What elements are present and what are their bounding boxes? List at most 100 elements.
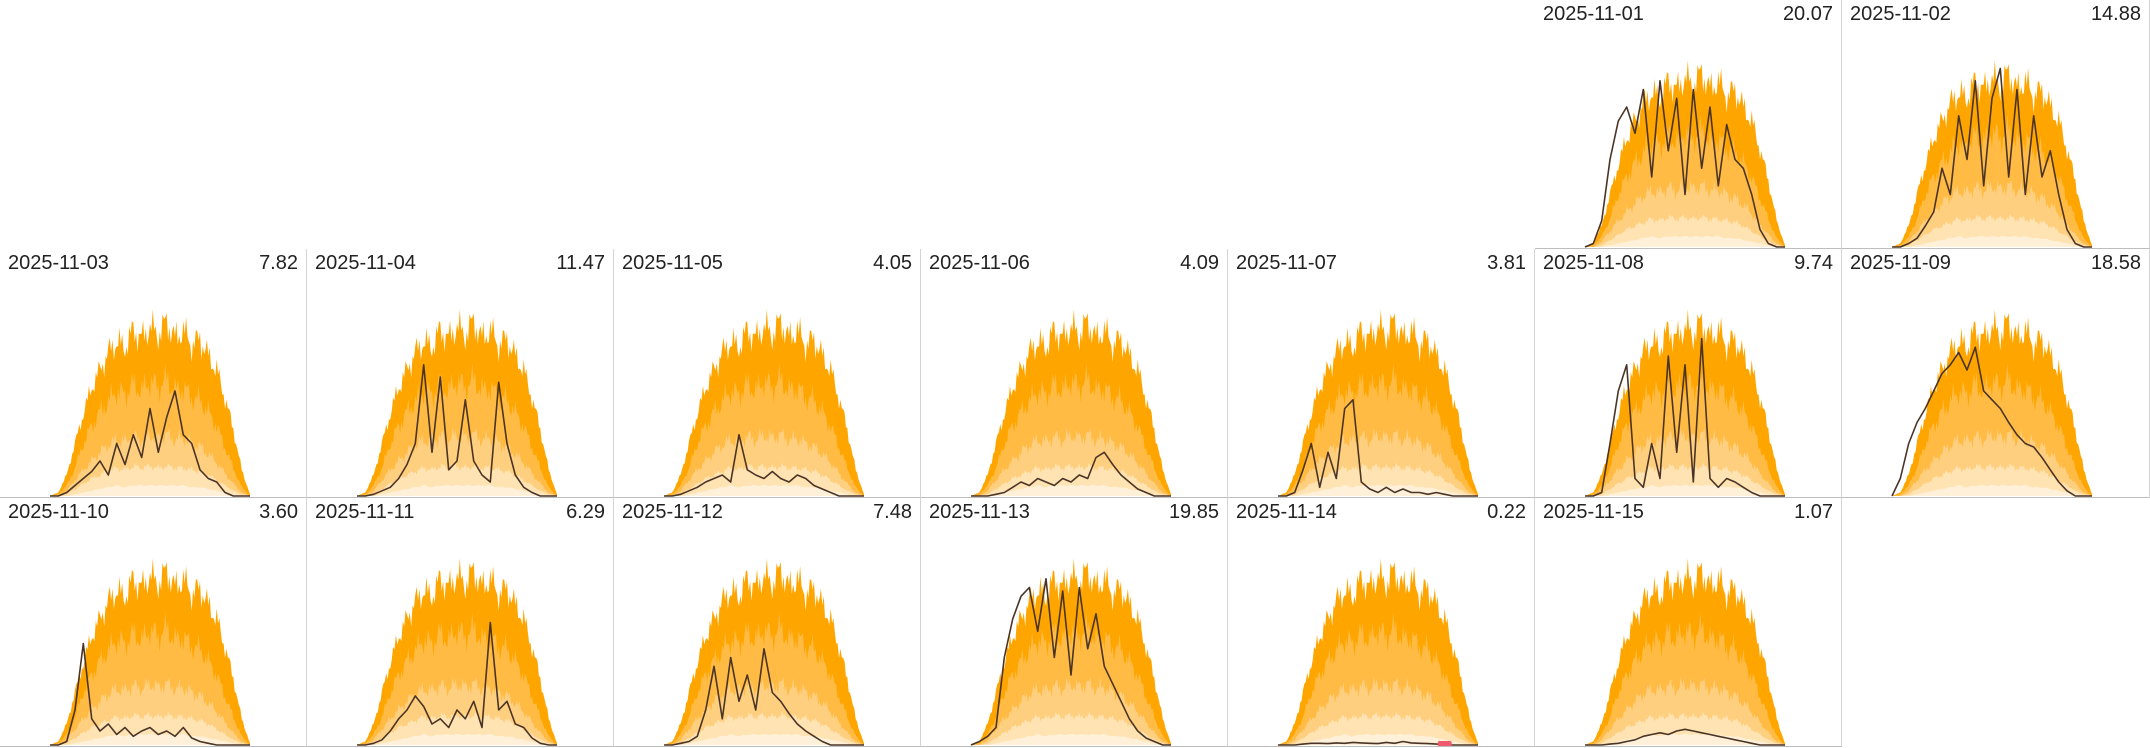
day-chart — [50, 558, 250, 746]
day-chart — [1585, 558, 1785, 746]
actual-line — [1891, 346, 2092, 497]
day-chart — [357, 558, 557, 746]
band-low — [1892, 213, 2092, 247]
band-min — [664, 484, 864, 496]
day-panel: 2025-11-06 4.09 — [921, 249, 1228, 498]
band-low — [664, 462, 864, 496]
day-chart — [50, 309, 250, 497]
day-panel: 2025-11-13 19.85 — [921, 498, 1228, 747]
actual-line — [50, 642, 250, 746]
day-date-label: 2025-11-03 — [8, 252, 109, 274]
day-panel: 2025-11-03 7.82 — [0, 249, 307, 498]
day-date-label: 2025-11-04 — [315, 252, 416, 274]
day-chart — [971, 309, 1171, 497]
day-chart — [970, 558, 1171, 746]
band-min — [1278, 733, 1478, 745]
day-panel: 2025-11-12 7.48 — [614, 498, 921, 747]
day-date-label: 2025-11-11 — [315, 501, 415, 523]
day-chart — [1584, 60, 1785, 248]
day-panel: 2025-11-07 3.81 — [1228, 249, 1535, 498]
band-min — [1585, 733, 1785, 745]
actual-line — [1278, 399, 1478, 497]
band-min — [1892, 484, 2092, 496]
day-panel: 2025-11-02 14.88 — [1842, 0, 2150, 249]
day-chart — [664, 558, 864, 746]
day-date-label: 2025-11-01 — [1543, 3, 1644, 25]
band-min — [1585, 484, 1785, 496]
day-chart — [1278, 309, 1478, 497]
day-chart — [1278, 558, 1478, 746]
actual-line — [1584, 80, 1785, 248]
day-total-label: 19.85 — [1168, 501, 1219, 523]
day-total-label: 4.05 — [873, 252, 912, 274]
band-min — [357, 733, 557, 745]
day-total-label: 18.58 — [2090, 252, 2141, 274]
day-total-label: 3.60 — [259, 501, 298, 523]
day-total-label: 14.88 — [2090, 3, 2141, 25]
day-date-label: 2025-11-06 — [929, 252, 1030, 274]
day-chart — [1891, 309, 2092, 497]
band-low — [357, 711, 557, 745]
day-chart — [664, 309, 864, 497]
actual-line — [1585, 728, 1785, 746]
band-min — [1585, 235, 1785, 247]
day-total-label: 7.48 — [873, 501, 912, 523]
actual-line — [664, 648, 864, 746]
actual-line — [357, 364, 557, 497]
band-min — [971, 733, 1171, 745]
band-low — [1278, 711, 1478, 745]
band-low — [971, 462, 1171, 496]
day-panel: 2025-11-15 1.07 — [1535, 498, 1842, 747]
day-chart — [1585, 309, 1785, 497]
day-total-label: 9.74 — [1794, 252, 1833, 274]
day-panel: 2025-11-08 9.74 — [1535, 249, 1842, 498]
band-low — [1585, 213, 1785, 247]
actual-line — [357, 621, 557, 746]
day-panel: 2025-11-11 6.29 — [307, 498, 614, 747]
band-min — [50, 484, 250, 496]
band-low — [1892, 462, 2092, 496]
band-min — [664, 733, 864, 745]
day-date-label: 2025-11-08 — [1543, 252, 1644, 274]
actual-line — [664, 434, 864, 497]
actual-line — [1892, 67, 2092, 248]
day-date-label: 2025-11-15 — [1543, 501, 1644, 523]
band-low — [50, 462, 250, 496]
day-date-label: 2025-11-12 — [622, 501, 723, 523]
band-low — [971, 711, 1171, 745]
day-total-label: 3.81 — [1487, 252, 1526, 274]
band-low — [357, 462, 557, 496]
day-panel: 2025-11-10 3.60 — [0, 498, 307, 747]
actual-line — [50, 390, 250, 497]
band-min — [971, 484, 1171, 496]
actual-line — [971, 451, 1171, 497]
day-total-label: 0.22 — [1487, 501, 1526, 523]
day-date-label: 2025-11-07 — [1236, 252, 1337, 274]
band-low — [1585, 462, 1785, 496]
day-total-label: 11.47 — [556, 252, 605, 274]
day-panel: 2025-11-04 11.47 — [307, 249, 614, 498]
day-date-label: 2025-11-09 — [1850, 252, 1951, 274]
day-total-label: 6.29 — [566, 501, 605, 523]
day-chart — [1892, 60, 2092, 248]
actual-line — [970, 578, 1171, 746]
near-zero-marker — [1437, 741, 1452, 746]
band-min — [357, 484, 557, 496]
day-panel: 2025-11-01 20.07 — [1535, 0, 1842, 249]
day-panel: 2025-11-09 18.58 — [1842, 249, 2150, 498]
band-low — [1585, 711, 1785, 745]
day-panel: 2025-11-14 0.22 — [1228, 498, 1535, 747]
day-panel: 2025-11-05 4.05 — [614, 249, 921, 498]
band-min — [1892, 235, 2092, 247]
day-total-label: 7.82 — [259, 252, 298, 274]
day-date-label: 2025-11-05 — [622, 252, 723, 274]
band-min — [1278, 484, 1478, 496]
day-date-label: 2025-11-13 — [929, 501, 1030, 523]
day-date-label: 2025-11-14 — [1236, 501, 1337, 523]
day-date-label: 2025-11-02 — [1850, 3, 1951, 25]
day-date-label: 2025-11-10 — [8, 501, 109, 523]
day-total-label: 1.07 — [1794, 501, 1833, 523]
band-low — [1278, 462, 1478, 496]
actual-line — [1585, 337, 1785, 497]
